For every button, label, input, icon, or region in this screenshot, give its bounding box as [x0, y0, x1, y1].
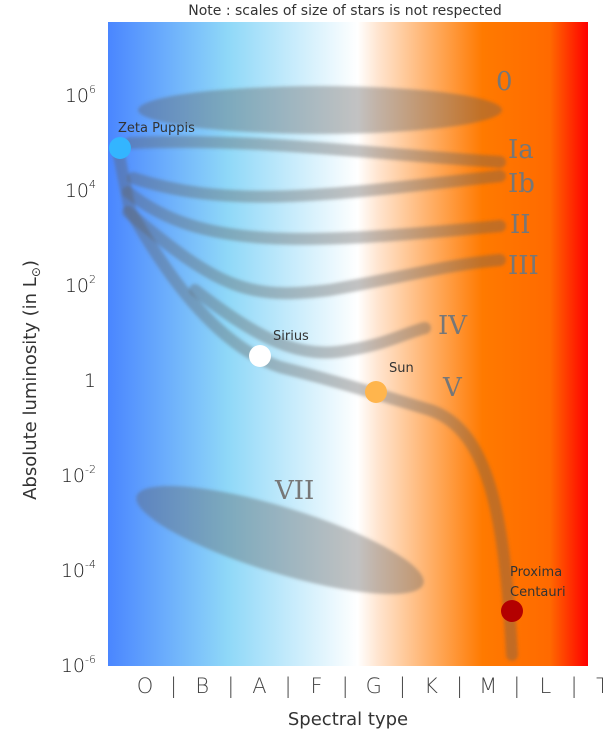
y-axis-ticks: 106 104 102 1 10-2 10-4 10-6 — [61, 83, 96, 677]
class-label-0: 0 — [496, 67, 513, 97]
stars: Zeta Puppis Sirius Sun Proxima Centauri — [109, 121, 566, 622]
y-tick-label: 1 — [84, 370, 96, 392]
y-tick-label: 10-4 — [61, 558, 96, 582]
band-class-0 — [138, 86, 502, 134]
x-tick-separator: | — [342, 674, 349, 699]
x-tick-label: L — [540, 674, 552, 698]
class-label-ia: Ia — [508, 135, 534, 165]
band-main-sequence — [112, 144, 518, 661]
x-tick-separator: | — [399, 674, 406, 699]
x-tick-separator: | — [170, 674, 177, 699]
y-tick-label: 10-6 — [61, 653, 96, 677]
band-class-ia — [124, 135, 506, 168]
y-axis-title: Absolute luminosity (in L⊙) — [20, 260, 43, 500]
star-label-sirius: Sirius — [273, 329, 309, 344]
x-axis-title: Spectral type — [288, 709, 408, 730]
band-class-iv — [189, 284, 431, 359]
class-label-vii: VII — [274, 476, 314, 506]
x-tick-label: O — [137, 674, 154, 698]
x-tick-separator: | — [570, 674, 577, 699]
x-tick-label: G — [366, 674, 382, 698]
class-label-ib: Ib — [508, 169, 535, 199]
x-tick-label: M — [479, 674, 497, 698]
x-tick-label: B — [195, 674, 209, 698]
star-label-centauri: Centauri — [510, 585, 566, 600]
class-label-v: V — [442, 373, 463, 403]
class-label-ii: II — [510, 210, 531, 240]
band-class-ib — [127, 170, 506, 203]
star-proxima-centauri[interactable] — [501, 600, 523, 622]
band-class-vii — [136, 485, 424, 595]
x-tick-separator: | — [456, 674, 463, 699]
band-class-iii — [122, 206, 506, 300]
star-sirius[interactable] — [249, 345, 271, 367]
star-label-proxima: Proxima — [510, 565, 562, 580]
star-label-zeta-puppis: Zeta Puppis — [118, 121, 195, 136]
class-label-iii: III — [508, 251, 539, 281]
x-tick-label: K — [424, 674, 438, 698]
luminosity-bands — [112, 86, 518, 661]
x-tick-label: T — [596, 674, 603, 698]
y-tick-label: 106 — [65, 83, 96, 107]
x-tick-separator: | — [513, 674, 520, 699]
x-tick-separator: | — [227, 674, 234, 699]
y-tick-label: 10-2 — [61, 463, 96, 487]
x-tick-label: A — [252, 674, 266, 698]
x-tick-separator: | — [284, 674, 291, 699]
y-tick-label: 104 — [65, 178, 96, 202]
class-labels: 0 Ia Ib II III IV V VII — [274, 67, 539, 506]
class-label-iv: IV — [438, 311, 468, 341]
x-axis-ticks: O | B | A | F | G | K | M | L | T — [137, 674, 603, 699]
star-label-sun: Sun — [389, 361, 414, 376]
note-text: Note : scales of size of stars is not re… — [188, 3, 501, 19]
star-sun[interactable] — [365, 381, 387, 403]
y-tick-label: 102 — [65, 273, 96, 297]
band-class-ii — [122, 186, 506, 245]
star-zeta-puppis[interactable] — [109, 137, 131, 159]
x-tick-label: F — [311, 674, 323, 698]
